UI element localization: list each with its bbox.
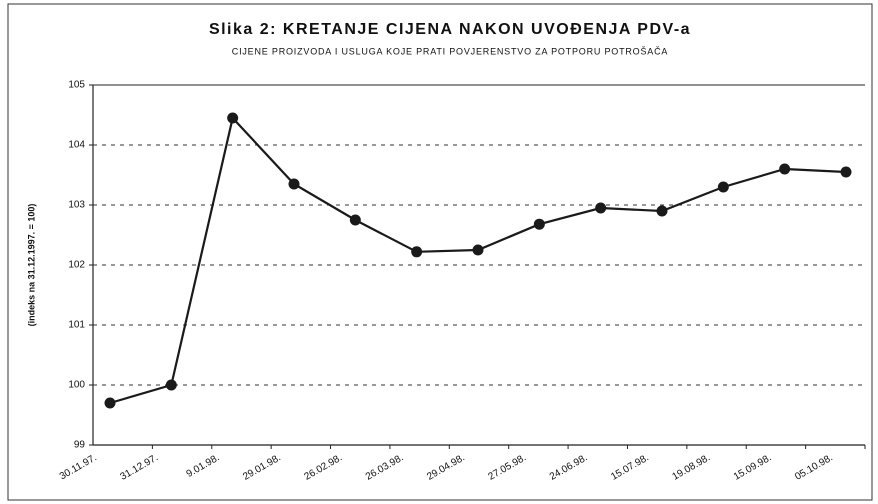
y-tick-label: 105 (68, 80, 85, 91)
data-point (533, 218, 545, 230)
y-tick-label: 103 (68, 200, 85, 211)
y-tick-label: 100 (68, 380, 85, 391)
y-tick-label: 104 (68, 140, 85, 151)
y-axis-label: (indeks na 31.12.1997. = 100) (26, 204, 36, 327)
data-point (779, 163, 791, 175)
data-point (472, 244, 484, 256)
chart-title: Slika 2: KRETANJE CIJENA NAKON UVOĐENJA … (209, 21, 691, 38)
y-tick-label: 101 (68, 320, 85, 331)
data-point (717, 181, 729, 193)
data-point (349, 214, 361, 226)
chart-subtitle: CIJENE PROIZVODA I USLUGA KOJE PRATI POV… (232, 46, 668, 56)
data-point (411, 246, 423, 258)
data-point (104, 397, 116, 409)
data-point (595, 202, 607, 214)
data-point (840, 166, 852, 178)
y-tick-label: 102 (68, 260, 85, 271)
data-point (656, 205, 668, 217)
y-tick-label: 99 (74, 440, 86, 451)
data-point (165, 379, 177, 391)
data-point (288, 178, 300, 190)
data-point (227, 112, 239, 124)
